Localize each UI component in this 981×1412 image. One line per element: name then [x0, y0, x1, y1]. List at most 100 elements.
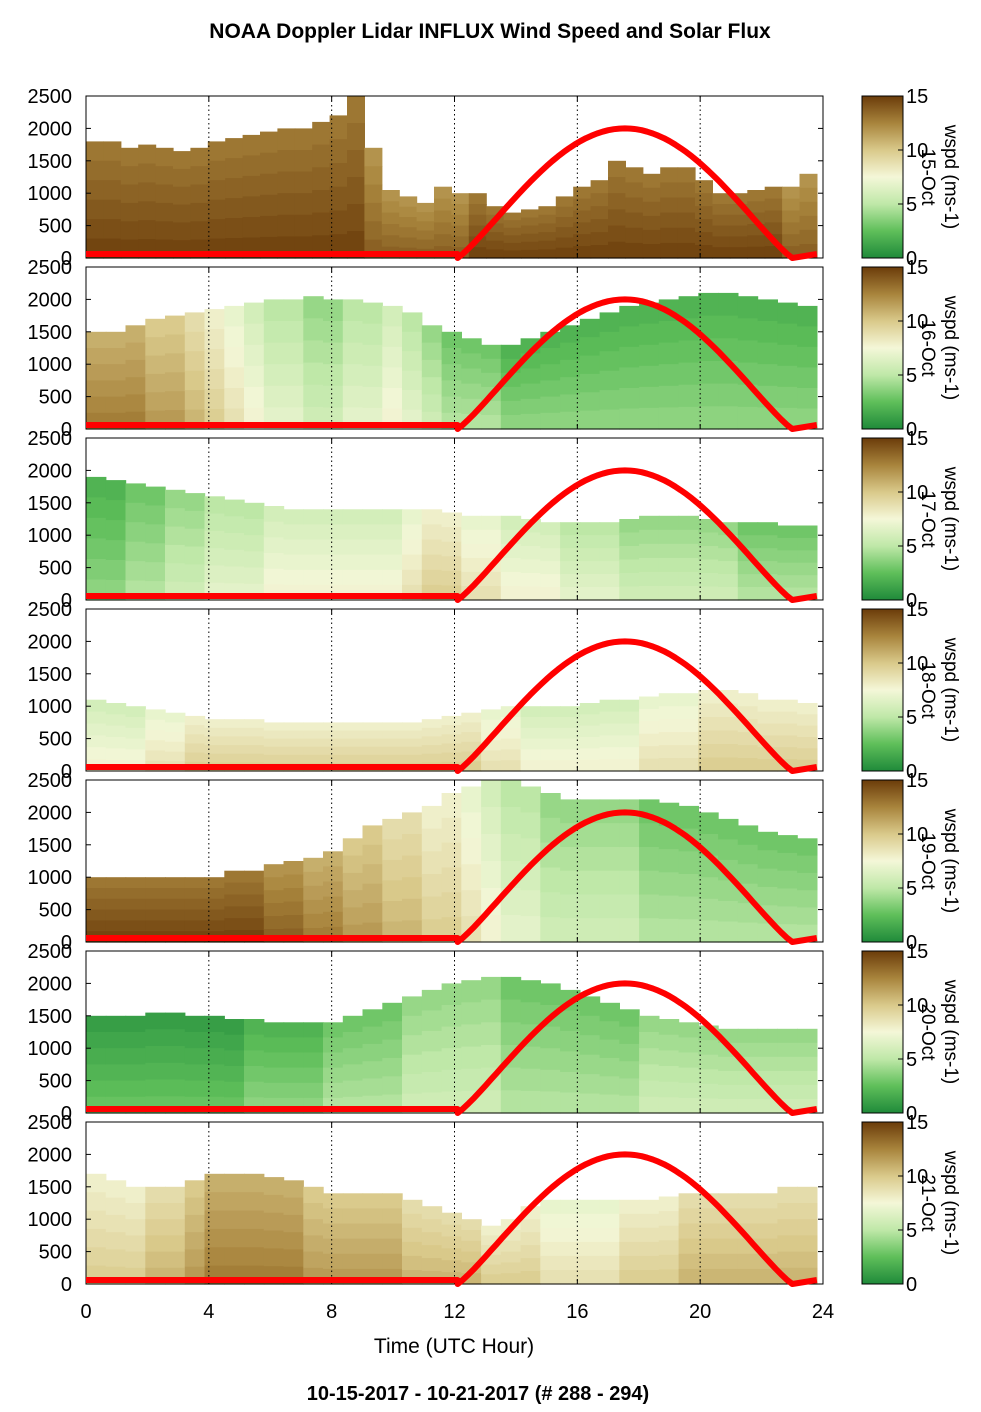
heatmap-cell [184, 920, 206, 932]
heatmap-cell [125, 483, 146, 504]
heatmap-cell [125, 561, 146, 582]
heatmap-cell [294, 193, 313, 216]
heatmap-cell [138, 144, 157, 165]
heatmap-cell [165, 508, 186, 528]
heatmap-cell [244, 1210, 265, 1230]
heatmap-cell [560, 1255, 581, 1271]
heatmap-cell [224, 499, 245, 517]
heatmap-cell [303, 384, 324, 408]
heatmap-cell [590, 206, 609, 220]
heatmap-cell [224, 1228, 245, 1248]
heatmap-cell [105, 1080, 127, 1098]
heatmap-cell [500, 717, 522, 729]
heatmap-cell [757, 299, 778, 322]
heatmap-cell [625, 197, 644, 214]
heatmap-cell [263, 916, 285, 930]
heatmap-cell [797, 714, 818, 727]
heatmap-cell [86, 1048, 107, 1065]
heatmap-cell [184, 752, 206, 763]
heatmap-cell [173, 204, 191, 223]
heatmap-cell [642, 229, 661, 245]
heatmap-cell [500, 780, 522, 808]
heatmap-cell [421, 1051, 443, 1073]
heatmap-cell [224, 566, 245, 584]
heatmap-cell [204, 1015, 225, 1033]
heatmap-cell [777, 1028, 798, 1044]
heatmap-cell [145, 1219, 166, 1236]
heatmap-cell [678, 1037, 699, 1054]
heatmap-cell [521, 233, 539, 243]
heatmap-cell [263, 537, 285, 554]
heatmap-cell [757, 850, 778, 870]
heatmap-cell [718, 548, 739, 562]
heatmap-cell [165, 315, 186, 336]
heatmap-cell [500, 386, 522, 402]
heatmap-cell [86, 888, 107, 900]
heatmap-cell [207, 141, 226, 162]
heatmap-cell [303, 1052, 324, 1069]
heatmap-cell [678, 851, 699, 875]
heatmap-cell [441, 817, 462, 844]
heatmap-cell [658, 1211, 680, 1227]
heatmap-cell [520, 890, 541, 917]
heatmap-cell [421, 1245, 443, 1259]
heatmap-cell [481, 1264, 502, 1275]
heatmap-cell [658, 342, 680, 365]
heatmap-cell [263, 738, 285, 748]
heatmap-cell [224, 727, 245, 737]
heatmap-cell [145, 1046, 166, 1064]
heatmap-cell [312, 167, 331, 191]
heatmap-cell [642, 215, 661, 231]
heatmap-cell [658, 1097, 680, 1114]
x-tick-label: 0 [80, 1301, 91, 1323]
heatmap-cell [737, 406, 759, 430]
colorbar-tick-label: 10 [906, 140, 928, 162]
heatmap-cell [698, 315, 719, 339]
heatmap-cell [579, 1015, 601, 1036]
y-tick-label: 1500 [28, 1006, 73, 1028]
heatmap-cell [362, 302, 383, 325]
heatmap-cell [244, 918, 265, 931]
x-tick-label: 12 [443, 1301, 465, 1323]
heatmap-cell [718, 1268, 739, 1285]
heatmap-cell [283, 385, 304, 408]
heatmap-cell [184, 564, 206, 583]
y-tick-label: 2000 [28, 1144, 73, 1166]
heatmap-cell [86, 180, 104, 201]
heatmap-cell [639, 344, 660, 367]
heatmap-cell [283, 1249, 304, 1268]
heatmap-cell [777, 711, 798, 725]
heatmap-cell [520, 398, 541, 415]
heatmap-cell [782, 186, 801, 200]
heatmap-cell [402, 569, 423, 586]
heatmap-cell [184, 390, 206, 411]
heatmap-cell [695, 193, 713, 207]
heatmap-cell [86, 160, 104, 181]
heatmap-cell [560, 535, 581, 549]
heatmap-cell [105, 725, 127, 738]
heatmap-cell [619, 326, 640, 348]
heatmap-cell [86, 1064, 107, 1082]
heatmap-cell [718, 406, 739, 430]
heatmap-cell [283, 1022, 304, 1038]
heatmap-cell [421, 874, 443, 898]
heatmap-cell [283, 738, 304, 748]
heatmap-cell [244, 567, 265, 585]
heatmap-cell [619, 918, 640, 943]
heatmap-cell [468, 214, 487, 227]
heatmap-cell [441, 1248, 462, 1261]
heatmap-cell [145, 709, 166, 721]
heatmap-cell [184, 1015, 206, 1033]
heatmap-cell [165, 1079, 186, 1097]
heatmap-cell [737, 1208, 759, 1225]
heatmap-cell [461, 1251, 482, 1263]
heatmap-cell [204, 530, 225, 549]
heatmap-cell [500, 1251, 522, 1263]
heatmap-cell [207, 199, 226, 220]
heatmap-cell [777, 699, 798, 713]
heatmap-cell [797, 890, 818, 909]
heatmap-cell [619, 1241, 640, 1257]
colorbar-tick-label: 0 [906, 1274, 917, 1296]
heatmap-cell [165, 751, 186, 762]
heatmap-cell [747, 190, 766, 202]
